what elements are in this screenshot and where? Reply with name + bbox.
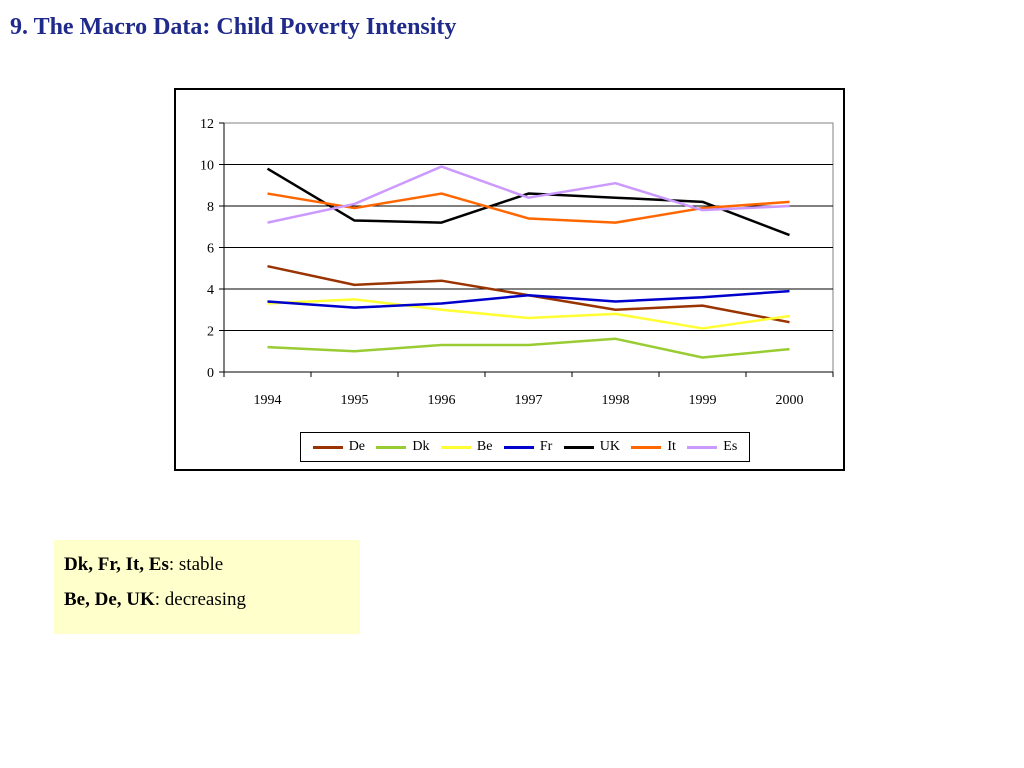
slide-title: 9. The Macro Data: Child Poverty Intensi… xyxy=(10,14,457,40)
note-decreasing-text: : decreasing xyxy=(154,588,247,610)
note-decreasing-countries: Be, De, UK xyxy=(64,588,155,610)
note-box: Dk, Fr, It, Es: stable Be, De, UK: decre… xyxy=(54,540,360,634)
legend-item-fr: Fr xyxy=(503,439,553,455)
series-line-dk xyxy=(267,337,790,359)
series-line-be xyxy=(267,298,790,330)
x-tick-label: 1996 xyxy=(428,393,456,408)
note-stable-countries: Dk, Fr, It, Es xyxy=(64,554,169,575)
legend-label: Es xyxy=(723,439,738,454)
y-tick-label: 10 xyxy=(200,159,214,174)
x-tick-label: 1994 xyxy=(254,393,282,408)
x-tick-label: 1998 xyxy=(602,393,630,408)
y-tick-label: 0 xyxy=(207,366,214,381)
legend-label: Be xyxy=(476,439,493,454)
legend-label: Dk xyxy=(412,439,430,454)
x-tick-label: 1999 xyxy=(689,393,717,408)
legend-item-es: Es xyxy=(687,439,737,455)
series-line-uk xyxy=(266,167,790,237)
y-tick-label: 12 xyxy=(200,117,214,132)
legend-swatch xyxy=(440,445,471,449)
note-line-stable: Dk, Fr, It, Es: stable xyxy=(64,554,350,577)
legend-item-de: De xyxy=(312,439,366,455)
legend-item-it: It xyxy=(631,439,676,455)
legend-swatch xyxy=(312,445,343,449)
x-tick-label: 2000 xyxy=(776,393,804,408)
note-line-decreasing: Be, De, UK: decreasing xyxy=(64,589,350,612)
legend-item-uk: UK xyxy=(563,439,620,455)
legend-label: Fr xyxy=(539,439,553,454)
series-line-it xyxy=(267,192,790,224)
legend-item-be: Be xyxy=(440,439,493,455)
legend-label: It xyxy=(667,439,676,454)
legend-label: De xyxy=(348,439,366,454)
y-tick-label: 8 xyxy=(207,200,214,215)
series-line-fr xyxy=(267,289,790,309)
legend-label: UK xyxy=(599,439,620,454)
x-tick-label: 1995 xyxy=(341,393,369,408)
legend-item-dk: Dk xyxy=(376,439,430,455)
legend-swatch xyxy=(503,445,534,449)
chart-legend: De Dk Be Fr UK It Es xyxy=(300,432,750,462)
line-chart: 0 2 4 6 8 10 12 1994 1995 1996 1997 1998 1999 2000 xyxy=(200,117,834,408)
y-tick-label: 2 xyxy=(207,325,214,340)
x-tick-label: 1997 xyxy=(515,393,543,408)
note-stable-text: : stable xyxy=(168,554,224,575)
y-tick-label: 4 xyxy=(207,283,214,298)
legend-swatch xyxy=(563,445,594,449)
y-tick-label: 6 xyxy=(207,242,214,257)
legend-swatch xyxy=(631,445,662,449)
legend-swatch xyxy=(687,445,718,449)
series-line-es xyxy=(267,165,790,224)
chart-frame: 0 2 4 6 8 10 12 1994 1995 1996 1997 1998 1999 2000 De… xyxy=(174,88,845,471)
legend-swatch xyxy=(376,445,407,449)
